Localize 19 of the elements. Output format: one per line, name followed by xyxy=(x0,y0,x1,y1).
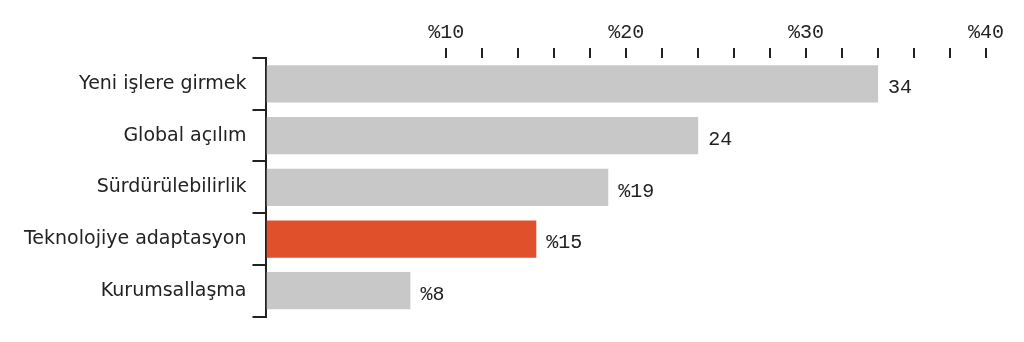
bar xyxy=(266,116,699,155)
y-tick-label: Sürdürülebilirlik xyxy=(96,174,247,197)
bar xyxy=(266,220,537,258)
y-tick-label: Yeni işlere girmek xyxy=(78,70,247,93)
x-tick-label: %40 xyxy=(967,21,1005,45)
x-tick-label: %30 xyxy=(788,21,825,45)
bar xyxy=(266,272,411,310)
data-label: %19 xyxy=(618,179,655,203)
data-label: %8 xyxy=(420,283,445,307)
x-tick-label: %20 xyxy=(608,21,645,45)
y-tick-label: Teknolojiye adaptasyon xyxy=(23,225,247,248)
data-label: 24 xyxy=(708,127,733,151)
bar xyxy=(266,65,879,103)
x-tick-label: %10 xyxy=(428,21,465,45)
bar xyxy=(266,168,609,206)
data-label: %15 xyxy=(546,231,583,255)
y-tick-label: Global açılım xyxy=(123,122,247,145)
y-tick-label: Kurumsallaşma xyxy=(100,277,247,300)
data-label: 34 xyxy=(888,76,913,100)
